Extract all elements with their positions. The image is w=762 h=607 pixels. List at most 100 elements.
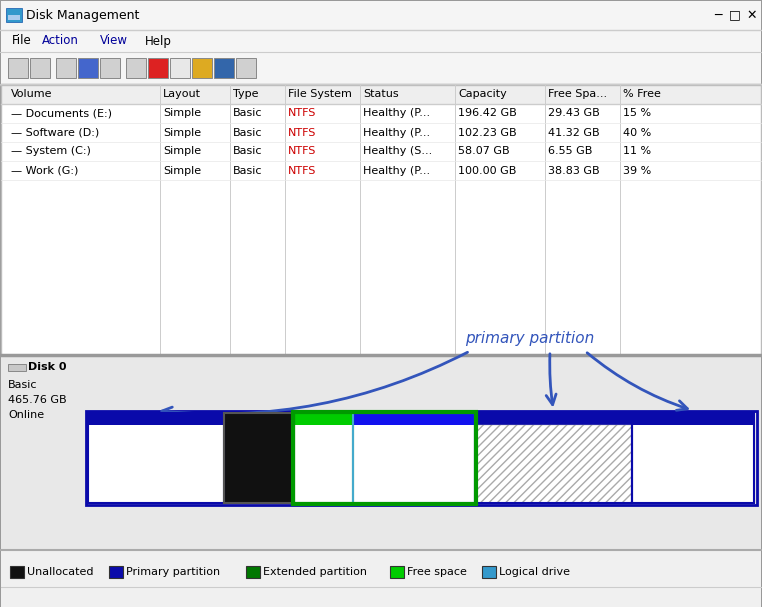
Bar	[214, 58, 234, 78]
Bar	[86, 410, 757, 504]
Bar	[78, 58, 98, 78]
Bar	[632, 413, 754, 503]
Text: 1.92 GB: 1.92 GB	[303, 449, 344, 458]
Bar	[224, 413, 294, 424]
Text: Free space: Free space	[407, 567, 467, 577]
Text: Simple: Simple	[163, 146, 201, 157]
Text: Unallocated: Unallocated	[27, 567, 94, 577]
Text: Unallocated: Unallocated	[224, 461, 294, 472]
Bar	[126, 58, 146, 78]
Bar	[88, 413, 224, 424]
Text: 465.76 GB: 465.76 GB	[8, 395, 66, 405]
Bar	[8, 364, 26, 371]
Text: Healthy (System, E: Healthy (System, E	[92, 455, 186, 464]
Text: Simple: Simple	[163, 109, 201, 118]
Bar	[1, 84, 761, 355]
Bar	[293, 412, 476, 503]
Text: logical partition: logical partition	[401, 470, 520, 486]
Bar	[475, 424, 632, 503]
Text: Basic: Basic	[233, 146, 262, 157]
Text: Work (G:): Work (G:)	[636, 429, 696, 438]
Text: Simple: Simple	[163, 166, 201, 175]
Text: View: View	[100, 35, 128, 47]
Text: 58.07 GB: 58.07 GB	[458, 146, 510, 157]
Text: — Work (G:): — Work (G:)	[11, 166, 78, 175]
Text: Volume: Volume	[11, 89, 53, 99]
Bar	[236, 58, 256, 78]
Text: extended partition: extended partition	[239, 470, 381, 486]
Bar	[148, 58, 168, 78]
Text: Basic: Basic	[233, 166, 262, 175]
Text: 102.23 GB: 102.23 GB	[458, 127, 517, 138]
Text: □: □	[729, 8, 741, 21]
Text: File: File	[12, 35, 32, 47]
Bar	[88, 413, 224, 503]
Text: 29.43 GB: 29.43 GB	[548, 109, 600, 118]
Text: % Free: % Free	[623, 89, 661, 99]
Text: Logical drive: Logical drive	[499, 567, 570, 577]
Bar	[88, 424, 224, 503]
Text: 100.00 GB NTFS: 100.00 GB NTFS	[636, 441, 715, 452]
Text: NTFS: NTFS	[288, 166, 316, 175]
Bar	[1, 550, 761, 607]
Text: Documents (E:): Documents (E:)	[479, 429, 575, 438]
Text: NTFS: NTFS	[288, 127, 316, 138]
Bar	[170, 58, 190, 78]
Bar	[8, 15, 20, 20]
Text: File System: File System	[288, 89, 352, 99]
Text: Free space: Free space	[296, 461, 351, 472]
Text: Healthy (Primary Pa: Healthy (Primary Pa	[636, 455, 734, 464]
Text: Type: Type	[233, 89, 258, 99]
Bar	[56, 58, 76, 78]
Bar	[100, 58, 120, 78]
Text: Healthy (P...: Healthy (P...	[363, 166, 430, 175]
Bar	[294, 424, 353, 503]
Bar	[1, 1, 761, 30]
Text: — Software (D:): — Software (D:)	[11, 127, 99, 138]
Text: System (C:): System (C:)	[92, 429, 165, 438]
Bar	[475, 413, 632, 424]
Text: Capacity: Capacity	[458, 89, 507, 99]
Text: Basic: Basic	[233, 127, 262, 138]
Text: Extended partition: Extended partition	[263, 567, 367, 577]
Text: 41.32 GB: 41.32 GB	[548, 127, 600, 138]
Bar	[6, 8, 22, 22]
Text: 7.11 GB: 7.11 GB	[236, 449, 282, 458]
Bar	[224, 413, 294, 503]
Text: Help: Help	[145, 35, 172, 47]
Bar	[632, 424, 754, 503]
Text: 15 %: 15 %	[623, 109, 651, 118]
Bar	[1, 30, 761, 52]
Text: 11 %: 11 %	[623, 146, 651, 157]
Text: 102.23 GB NTFS: 102.23 GB NTFS	[357, 441, 437, 452]
Text: Basic: Basic	[8, 380, 37, 390]
Text: 39 %: 39 %	[623, 166, 652, 175]
Bar	[246, 566, 260, 578]
Bar	[10, 566, 24, 578]
Text: Healthy (S...: Healthy (S...	[363, 146, 432, 157]
Text: 6.55 GB: 6.55 GB	[548, 146, 592, 157]
Text: primary partition: primary partition	[466, 331, 594, 347]
Text: Software (D:): Software (D:)	[357, 429, 441, 438]
Text: NTFS: NTFS	[288, 146, 316, 157]
Text: Disk 0: Disk 0	[28, 362, 66, 372]
Text: 58.07 GB NTFS: 58.07 GB NTFS	[92, 441, 165, 452]
Bar	[30, 58, 50, 78]
Text: Free Spa...: Free Spa...	[548, 89, 607, 99]
Text: Action: Action	[42, 35, 79, 47]
Bar	[192, 58, 212, 78]
Text: 196.42 GB: 196.42 GB	[458, 109, 517, 118]
Bar	[294, 413, 353, 424]
Text: Status: Status	[363, 89, 399, 99]
Text: Basic: Basic	[233, 109, 262, 118]
Text: Layout: Layout	[163, 89, 201, 99]
Bar	[1, 84, 761, 355]
Bar	[1, 52, 761, 84]
Text: 196.42 GB NTFS: 196.42 GB NTFS	[479, 441, 558, 452]
Bar	[108, 566, 123, 578]
Bar	[632, 413, 754, 424]
Text: Healthy (Primary Par: Healthy (Primary Par	[479, 455, 581, 464]
Text: 40 %: 40 %	[623, 127, 652, 138]
Bar	[294, 413, 353, 503]
Text: Disk Management: Disk Management	[26, 8, 139, 21]
